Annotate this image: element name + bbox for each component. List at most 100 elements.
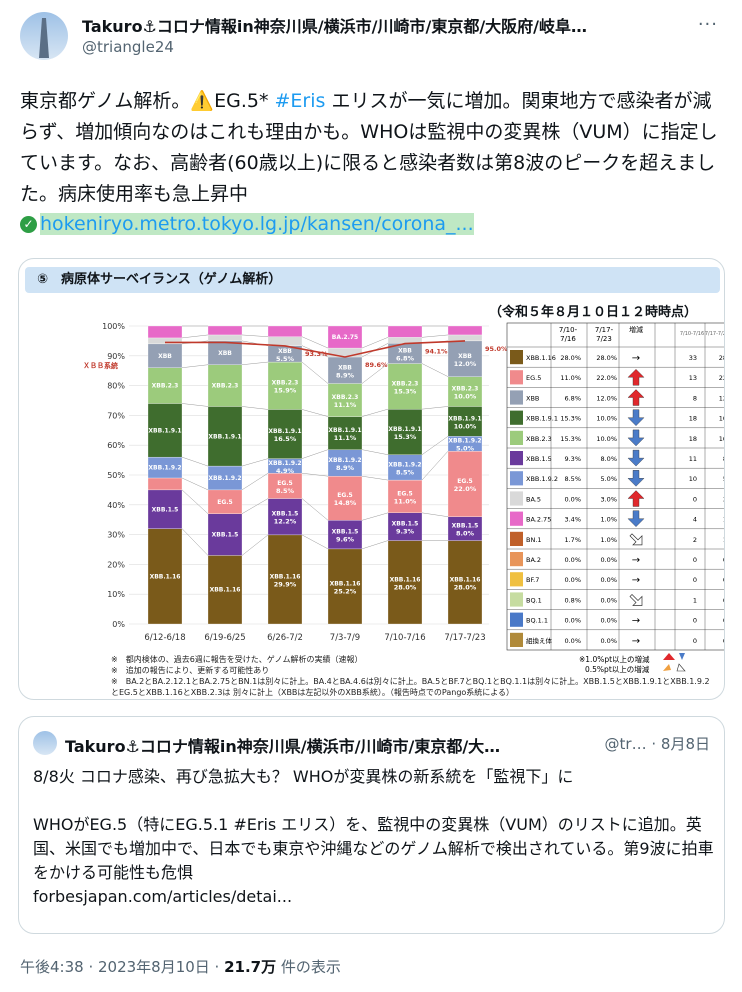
- bar-value-label: 8.5%: [396, 468, 415, 476]
- table-value: 0.0%: [564, 495, 581, 503]
- bar-segment: [207, 555, 243, 625]
- bar-value-label: 9.6%: [336, 536, 355, 544]
- bar-series-label: XBB.2.3: [452, 386, 479, 393]
- bar-series-label: XBB.1.16: [390, 576, 421, 583]
- table-count: 0: [723, 617, 724, 625]
- down-arrow-icon: [627, 510, 645, 527]
- bar-series-label: XBB.2.3: [212, 383, 239, 390]
- check-icon: ✓: [20, 216, 37, 233]
- bar-series-label: XBB.1.9.2: [268, 460, 301, 467]
- bar-segment: [387, 454, 423, 481]
- table-frame: [506, 322, 724, 651]
- bar-segment: [327, 520, 363, 550]
- bar-series-label: XBB.1.16: [150, 573, 181, 580]
- bar-series-label: XBB.1.9.1: [448, 415, 481, 422]
- segment-connector: [241, 458, 269, 467]
- tower-icon: [39, 18, 49, 58]
- bar-value-label: 12.0%: [454, 360, 477, 368]
- xbb-line-label: 95.0%: [485, 345, 508, 353]
- segment-connector: [181, 477, 209, 491]
- segment-connector: [181, 334, 209, 339]
- quote-avatar: [33, 731, 57, 755]
- more-icon[interactable]: ···: [697, 14, 718, 35]
- tweet-time[interactable]: 午後4:38 · 2023年8月10日 ·: [20, 958, 225, 976]
- bar-segment: [267, 409, 303, 459]
- table-value: 8.5%: [564, 475, 581, 483]
- table-variant-name: EG.5: [526, 374, 541, 382]
- media-title: ⑤ 病原体サーベイランス（ゲノム解析）: [25, 267, 720, 293]
- diagonal-down-arrow-icon: [629, 594, 643, 606]
- hashtag-link[interactable]: #Eris: [274, 90, 326, 112]
- bar-series-label: XBB.1.9.2: [208, 475, 241, 482]
- table-variant-name: BA.2: [526, 556, 541, 564]
- quote-paragraph: WHOがEG.5（特にEG.5.1 #Eris エリス）を、監視中の変異株（VU…: [33, 815, 714, 882]
- up-arrow-icon: [627, 490, 645, 507]
- xbb-line-name: ＸＢＢ系統: [83, 361, 118, 370]
- bar-series-label: XBB: [278, 348, 292, 355]
- segment-connector: [301, 361, 329, 384]
- tweet-link[interactable]: hokeniryo.metro.tokyo.lg.jp/kansen/coron…: [40, 213, 474, 235]
- table-swatch: [510, 350, 523, 365]
- table-count: 18: [689, 435, 697, 443]
- table-header: 7/17-: [595, 326, 614, 334]
- x-tick-label: 6/19-6/25: [204, 633, 245, 643]
- table-count: 33: [689, 354, 697, 362]
- x-tick-label: 6/12-6/18: [144, 633, 185, 643]
- bar-series-label: XBB.1.9.2: [148, 465, 181, 472]
- diagonal-down-arrow-icon: [629, 533, 643, 546]
- bar-series-label: XBB: [398, 347, 412, 354]
- bar-series-label: XBB.1.9.1: [148, 427, 181, 434]
- bar-segment: [447, 451, 483, 517]
- x-tick-label: 7/3-7/9: [330, 633, 360, 643]
- table-swatch: [510, 511, 523, 526]
- table-variant-name: XBB.1.9.1: [526, 415, 558, 423]
- flat-arrow-icon: →: [632, 555, 640, 566]
- table-value: 1.0%: [600, 536, 617, 544]
- down-arrow-icon: [627, 449, 645, 467]
- x-tick-label: 6/26-7/2: [267, 633, 303, 643]
- table-value: 11.0%: [560, 374, 581, 382]
- table-swatch: [510, 390, 523, 405]
- table-header: 増減: [629, 325, 643, 334]
- xbb-line-label: 89.6%: [365, 361, 388, 369]
- table-swatch: [510, 612, 523, 627]
- bar-series-label: XBB.1.9.2: [328, 457, 361, 464]
- bar-value-label: 15.9%: [274, 387, 297, 395]
- media-date: （令和５年８月１０日１２時時点）: [489, 305, 698, 320]
- bar-series-label: XBB.1.5: [392, 521, 419, 528]
- segment-connector: [301, 449, 329, 459]
- flat-arrow-icon: →: [632, 636, 640, 647]
- table-value: 1.0%: [600, 516, 617, 524]
- segment-connector: [301, 534, 329, 550]
- y-tick-label: 20%: [107, 560, 125, 569]
- table-count: 4: [693, 516, 697, 524]
- display-name[interactable]: Takuro⚓コロナ情報in神奈川県/横浜市/川崎市/東京都/大阪府/岐阜…: [82, 17, 588, 36]
- segment-connector: [421, 450, 449, 481]
- down-arrow-icon: [627, 470, 645, 487]
- table-value: 0.0%: [600, 556, 617, 564]
- bar-series-label: XBB.2.3: [392, 380, 419, 387]
- avatar[interactable]: [20, 12, 68, 60]
- media-image[interactable]: ⑤ 病原体サーベイランス（ゲノム解析） （令和５年８月１０日１２時時点） 0% 1…: [18, 258, 725, 700]
- link-line: ✓ hokeniryo.metro.tokyo.lg.jp/kansen/coro…: [20, 213, 474, 235]
- bar-series-label: XBB: [158, 353, 172, 360]
- table-count: 1: [723, 536, 724, 544]
- table-count: 0: [693, 576, 697, 584]
- bar-value-label: 5.5%: [276, 355, 295, 363]
- table-value: 28.0%: [596, 354, 617, 362]
- user-handle[interactable]: @triangle24: [82, 38, 174, 56]
- quoted-tweet[interactable]: Takuro⚓コロナ情報in神奈川県/横浜市/川崎市/東京都/大… @tr… ·…: [18, 716, 725, 934]
- table-value: 0.0%: [564, 637, 581, 645]
- bar-segment: [207, 406, 243, 467]
- legend-diag-down-icon: [676, 663, 686, 672]
- table-value: 0.0%: [600, 576, 617, 584]
- table-swatch: [510, 491, 523, 506]
- table-swatch: [510, 471, 523, 486]
- bar-value-label: 14.8%: [334, 499, 357, 507]
- bar-value-label: 11.1%: [334, 434, 357, 442]
- bar-value-label: 10.0%: [454, 422, 477, 430]
- quote-link: forbesjapan.com/articles/detai...: [33, 887, 293, 906]
- segment-connector: [421, 436, 449, 455]
- bar-series-label: XBB.1.16: [330, 580, 361, 587]
- note-line: ※ BA.2とBA.2.12.1とBA.2.75とBN.1は別々に計上。BA.4…: [111, 677, 710, 697]
